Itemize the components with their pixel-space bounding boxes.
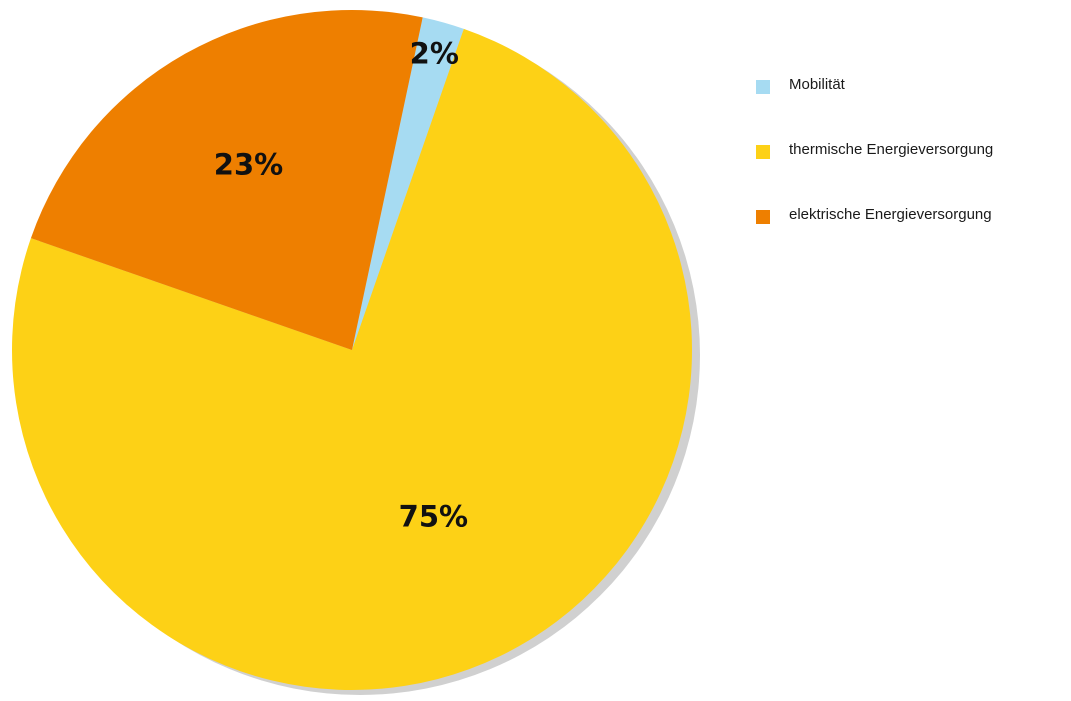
pie-slice-label-0: 2% <box>410 36 459 70</box>
legend-swatch <box>756 210 770 224</box>
legend-item-0: Mobilität <box>756 74 1071 104</box>
pie-slice-0 <box>352 17 464 351</box>
legend-label: elektrische Energieversorgung <box>789 206 992 223</box>
pie-data-labels: 2% 75% 23% <box>214 36 468 533</box>
pie-slice-label-1: 75% <box>399 499 468 533</box>
chart-legend: Mobilität thermische Energieversorgung ele… <box>756 74 1071 269</box>
pie-slice-label-2: 23% <box>214 147 283 181</box>
legend-swatch <box>756 145 770 159</box>
legend-label: thermische Energieversorgung <box>789 141 994 158</box>
legend-swatch <box>756 80 770 94</box>
pie-slice-2 <box>30 10 423 351</box>
pie-chart: 2% 75% 23% <box>12 10 700 695</box>
pie-slices <box>12 10 692 691</box>
legend-label: Mobilität <box>789 76 845 93</box>
legend-item-2: elektrische Energieversorgung <box>756 204 1071 234</box>
pie-slice-1 <box>12 28 692 691</box>
legend-item-1: thermische Energieversorgung <box>756 139 1071 169</box>
